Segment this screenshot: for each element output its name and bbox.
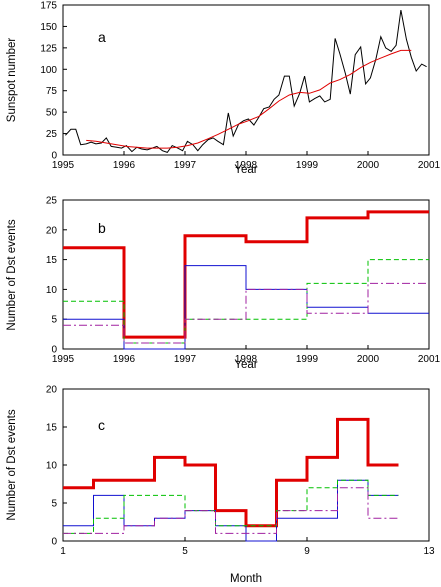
panel-c: c Month Number of Dst events 1 5 9 13051015… [6, 385, 435, 586]
panel-c-series-green-line [63, 479, 399, 534]
panel-b-letter: b [98, 220, 106, 236]
panel-b-y-tick-label: 20 [46, 225, 58, 236]
panel-b-x-tick-label: 2001 [418, 354, 441, 365]
panel-a-x-tick-label: 1998 [235, 160, 258, 171]
panel-a-y-axis-title: Sunspot number [6, 38, 18, 123]
panel-a-y-tick-label: 75 [46, 86, 58, 97]
panel-b-marks [63, 210, 429, 350]
panel-a-y-tick-label: 175 [40, 1, 57, 12]
panel-b-y-tick-label: 0 [51, 345, 57, 356]
panel-a-series-red-line [86, 49, 412, 149]
panel-c-y-tick-label: 0 [51, 537, 57, 548]
panel-c-series-purple-line [63, 487, 399, 534]
panel-b-x-tick-label: 1995 [52, 354, 75, 365]
panel-b-series-purple-line [63, 282, 429, 344]
panel-a-x-axis-title: Year [234, 164, 257, 176]
panel-c-letter: c [98, 417, 105, 433]
panel-a-y-tick-label: 50 [46, 108, 58, 119]
panel-a-y-tick-label: 100 [40, 65, 57, 76]
panel-a-y-tick-label: 25 [46, 129, 58, 140]
panel-a-x-tick-label: 1995 [52, 160, 75, 171]
panel-a-ticks: 1995 1996 1997 1998 1999 2000 2001 0 25 50 75 100 12… [40, 1, 440, 172]
panel-c-x-tick-label: 1 [60, 546, 66, 557]
panel-a-y-tick-label: 150 [40, 22, 57, 33]
panel-b-y-tick-label: 10 [46, 285, 58, 296]
panel-c-y-tick-label: 20 [46, 385, 58, 396]
panel-a: a Year Sunspot number 1995 1996 1997 1998 19… [6, 1, 441, 177]
panel-a-x-tick-label: 1997 [174, 160, 197, 171]
panel-a-x-tick-label: 2001 [418, 160, 441, 171]
panel-b-x-tick-label: 1998 [235, 354, 258, 365]
panel-b-x-tick-label: 1996 [113, 354, 136, 365]
panel-b-y-tick-label: 15 [46, 255, 58, 266]
panel-c-y-tick-label: 5 [51, 499, 57, 510]
panel-c-y-tick-label: 15 [46, 423, 58, 434]
panel-c-y-axis-title: Number of Dst events [6, 409, 18, 520]
panel-a-series-black-line [65, 10, 427, 153]
panel-a-x-tick-label: 2000 [357, 160, 380, 171]
panel-a-letter: a [98, 29, 106, 45]
panel-b-x-tick-label: 1999 [296, 354, 319, 365]
panel-c-x-tick-label: 13 [423, 546, 435, 557]
panel-a-x-tick-label: 1996 [113, 160, 136, 171]
panel-b-x-tick-label: 1997 [174, 354, 197, 365]
panel-b-y-axis-title: Number of Dst events [6, 219, 18, 330]
panel-b-x-axis-title: Year [234, 359, 257, 371]
panel-a-y-tick-label: 0 [51, 151, 57, 162]
panel-c-x-axis-title: Month [230, 573, 262, 585]
panel-c-marks [63, 417, 399, 542]
panel-c-x-tick-label: 5 [182, 546, 188, 557]
panel-a-frame [62, 4, 430, 156]
panel-c-series-red-line [63, 417, 399, 528]
panel-c-y-tick-label: 10 [46, 461, 58, 472]
panel-a-x-tick-label: 1999 [296, 160, 319, 171]
panel-b: b Year Number of Dst events 1995 1996 1997… [6, 196, 441, 372]
panel-b-y-tick-label: 25 [46, 196, 58, 207]
panel-a-y-tick-label: 125 [40, 43, 57, 54]
panel-b-y-tick-label: 5 [51, 315, 57, 326]
panel-b-x-tick-label: 2000 [357, 354, 380, 365]
panel-a-marks [65, 10, 427, 153]
panel-c-x-tick-label: 9 [304, 546, 310, 557]
